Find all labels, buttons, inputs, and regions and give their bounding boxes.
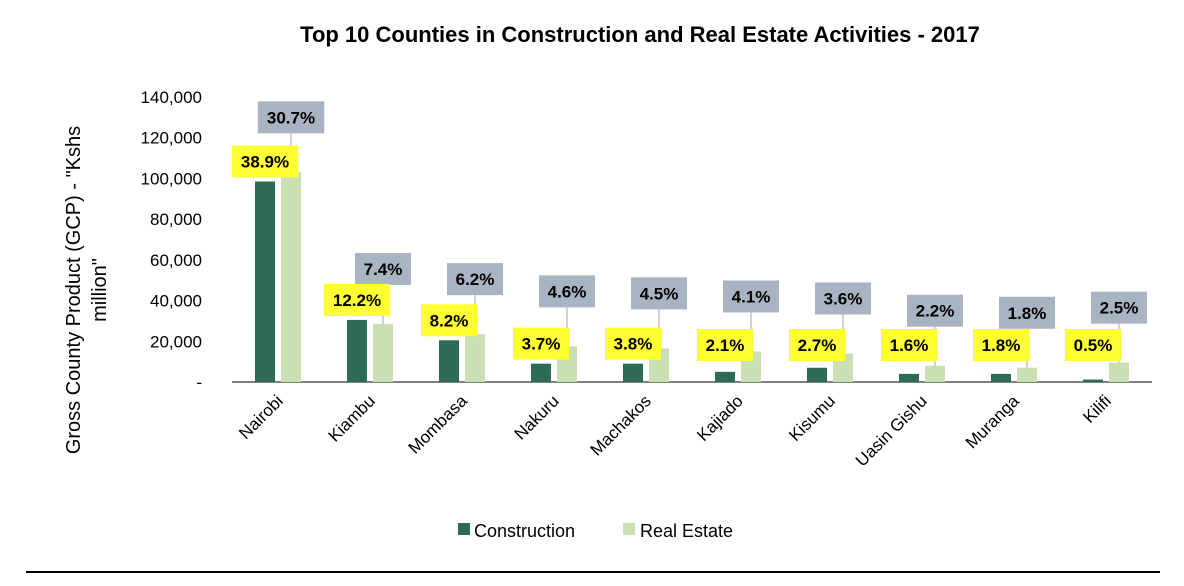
data-label-construction-kajiado-bg: [697, 329, 753, 361]
data-label-construction-uasin-gishu-bg: [881, 329, 937, 361]
data-label-real-estate-uasin-gishu: 2.2%: [916, 302, 955, 321]
data-label-real-estate-kajiado: 4.1%: [732, 287, 771, 306]
bar-real-estate-kilifi: [1109, 362, 1129, 382]
data-label-construction-mombasa: 8.2%: [430, 311, 469, 330]
y-tick-label: 60,000: [150, 251, 202, 270]
data-label-real-estate-kajiado-bg: [723, 280, 779, 313]
x-tick-label-machakos: Machakos: [587, 391, 655, 459]
data-labels: 30.7% 38.9% 7.4% 12.2% 6.2% 8.2% 4.6% 3.7% 4.5% 3…: [231, 101, 1147, 361]
x-tick-label-muranga: Muranga: [962, 391, 1023, 452]
bar-construction-mombasa: [439, 340, 459, 382]
data-label-real-estate-kiambu-bg: [355, 252, 411, 285]
data-label-real-estate-kilifi-bg: [1091, 291, 1147, 324]
x-tick-label-kajiado: Kajiado: [693, 391, 747, 445]
bar-construction-kiambu: [347, 319, 367, 382]
data-label-real-estate-kilifi: 2.5%: [1100, 299, 1139, 318]
data-label-construction-kilifi: 0.5%: [1074, 336, 1113, 355]
data-label-real-estate-nakuru-bg: [539, 275, 595, 308]
bar-construction-muranga: [991, 373, 1011, 382]
data-label-real-estate-mombasa-bg: [447, 263, 503, 296]
data-label-construction-nakuru-bg: [513, 327, 569, 360]
bar-real-estate-kiambu: [373, 323, 393, 382]
data-label-construction-kiambu: 12.2%: [333, 291, 381, 310]
bar-real-estate-mombasa: [465, 334, 485, 382]
x-tick-label-kiambu: Kiambu: [325, 391, 379, 445]
bar-construction-machakos: [623, 363, 643, 382]
x-tick-label-mombasa: Mombasa: [405, 391, 472, 458]
data-label-real-estate-kisumu: 3.6%: [824, 290, 863, 309]
data-label-construction-kilifi-bg: [1065, 329, 1121, 361]
data-label-real-estate-muranga: 1.8%: [1008, 304, 1047, 323]
y-tick-label: 140,000: [141, 88, 202, 107]
data-label-construction-uasin-gishu: 1.6%: [890, 336, 929, 355]
x-tick-label-nakuru: Nakuru: [511, 391, 563, 443]
data-label-real-estate-nairobi: 30.7%: [267, 108, 315, 127]
legend-label-construction: Construction: [474, 521, 575, 541]
y-tick-label: 120,000: [141, 129, 202, 148]
bar-construction-kilifi: [1083, 379, 1103, 382]
data-label-construction-machakos-bg: [605, 327, 661, 360]
legend: Construction Real Estate: [458, 521, 733, 541]
bar-real-estate-nairobi: [281, 172, 301, 382]
data-label-real-estate-muranga-bg: [999, 296, 1055, 329]
data-label-construction-muranga: 1.8%: [982, 336, 1021, 355]
data-label-real-estate-nairobi-bg: [257, 101, 325, 134]
y-tick-label: -: [196, 373, 202, 392]
legend-swatch-real-estate: [623, 523, 635, 535]
data-label-real-estate-machakos-bg: [631, 277, 687, 310]
bar-real-estate-uasin-gishu: [925, 365, 945, 382]
bar-real-estate-muranga: [1017, 367, 1037, 382]
data-label-construction-kisumu: 2.7%: [798, 336, 837, 355]
bar-construction-kisumu: [807, 367, 827, 382]
bar-construction-nakuru: [531, 363, 551, 382]
data-label-construction-mombasa-bg: [421, 304, 477, 337]
data-label-construction-nairobi: 38.9%: [241, 152, 289, 171]
legend-label-real-estate: Real Estate: [640, 521, 733, 541]
y-tick-label: 40,000: [150, 292, 202, 311]
data-label-construction-kajiado: 2.1%: [706, 336, 745, 355]
data-label-construction-nairobi-bg: [231, 145, 299, 178]
data-label-real-estate-mombasa: 6.2%: [456, 270, 495, 289]
bars: [255, 172, 1129, 382]
x-tick-label-uasin-gishu: Uasin Gishu: [852, 391, 931, 470]
y-axis-label-line-2: million": [89, 258, 111, 322]
y-axis-ticks: - 20,000 40,000 60,000 80,000 100,000 120,000 1…: [141, 88, 202, 392]
y-axis-label-line-1: Gross County Product (GCP) - "Kshs: [63, 126, 85, 454]
data-label-real-estate-kisumu-bg: [815, 282, 871, 315]
data-label-construction-machakos: 3.8%: [614, 335, 653, 354]
y-tick-label: 80,000: [150, 210, 202, 229]
bar-construction-uasin-gishu: [899, 373, 919, 382]
data-label-construction-kiambu-bg: [323, 283, 391, 316]
data-label-real-estate-uasin-gishu-bg: [907, 294, 963, 327]
data-label-real-estate-nakuru: 4.6%: [548, 282, 587, 301]
data-label-construction-muranga-bg: [973, 329, 1029, 361]
y-axis-label: Gross County Product (GCP) - "Kshs milli…: [63, 126, 111, 454]
y-tick-label: 100,000: [141, 169, 202, 188]
data-label-construction-nakuru: 3.7%: [522, 335, 561, 354]
x-tick-label-kisumu: Kisumu: [785, 391, 839, 445]
data-label-real-estate-kiambu: 7.4%: [364, 260, 403, 279]
category-labels: Nairobi Kiambu Mombasa Nakuru Machakos Kajiad…: [235, 391, 1115, 470]
bar-construction-nairobi: [255, 181, 275, 382]
bar-construction-kajiado: [715, 371, 735, 382]
data-label-real-estate-machakos: 4.5%: [640, 284, 679, 303]
legend-swatch-construction: [458, 523, 470, 535]
data-label-construction-kisumu-bg: [789, 329, 845, 361]
x-tick-label-kilifi: Kilifi: [1079, 391, 1114, 426]
chart-title: Top 10 Counties in Construction and Real…: [300, 22, 980, 47]
x-tick-label-nairobi: Nairobi: [235, 391, 287, 443]
y-tick-label: 20,000: [150, 332, 202, 351]
